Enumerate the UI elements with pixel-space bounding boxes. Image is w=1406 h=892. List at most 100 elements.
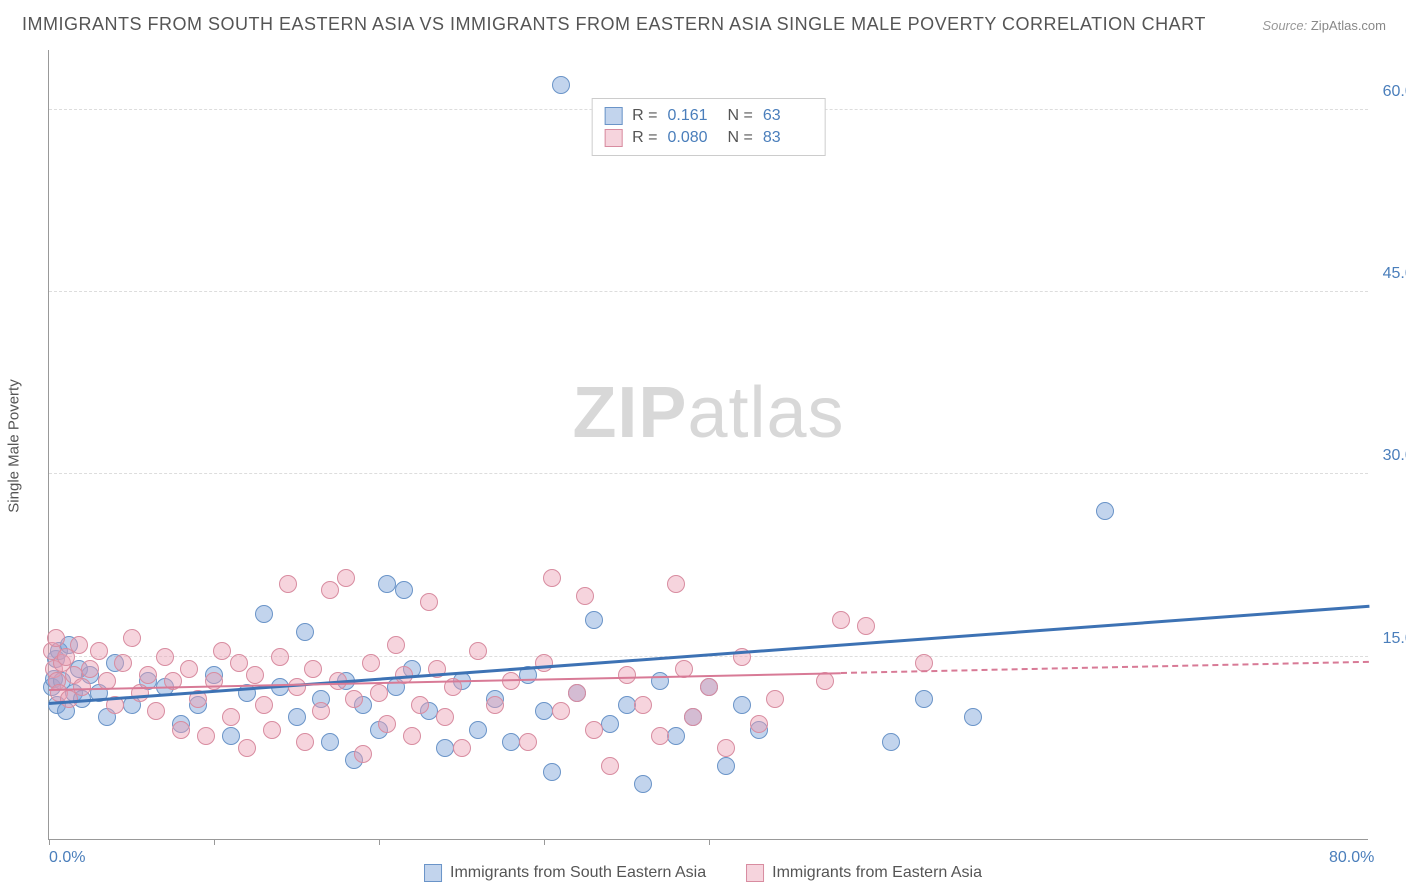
- data-point: [568, 684, 586, 702]
- data-point: [552, 702, 570, 720]
- watermark-light: atlas: [687, 373, 844, 453]
- data-point: [601, 715, 619, 733]
- data-point: [915, 690, 933, 708]
- watermark: ZIPatlas: [572, 372, 844, 454]
- data-point: [576, 587, 594, 605]
- data-point: [263, 721, 281, 739]
- data-point: [378, 715, 396, 733]
- grid-line: [49, 291, 1368, 292]
- data-point: [634, 696, 652, 714]
- legend-item: Immigrants from South Eastern Asia: [424, 864, 706, 882]
- source-value: ZipAtlas.com: [1311, 18, 1386, 33]
- data-point: [469, 721, 487, 739]
- plot-area: ZIPatlas R =0.161N =63R =0.080N =83 15.0…: [48, 50, 1368, 840]
- data-point: [279, 575, 297, 593]
- source-attribution: Source: ZipAtlas.com: [1262, 18, 1386, 33]
- data-point: [180, 660, 198, 678]
- data-point: [486, 696, 504, 714]
- x-tick-label: 80.0%: [1329, 849, 1374, 867]
- data-point: [156, 648, 174, 666]
- data-point: [139, 666, 157, 684]
- data-point: [296, 733, 314, 751]
- data-point: [47, 629, 65, 647]
- data-point: [651, 727, 669, 745]
- n-value: 63: [763, 107, 813, 125]
- data-point: [362, 654, 380, 672]
- data-point: [618, 666, 636, 684]
- data-point: [618, 696, 636, 714]
- n-label: N =: [728, 129, 753, 147]
- source-label: Source:: [1262, 18, 1307, 33]
- legend-stat-row: R =0.161N =63: [604, 105, 813, 127]
- data-point: [543, 763, 561, 781]
- data-point: [651, 672, 669, 690]
- r-value: 0.161: [668, 107, 718, 125]
- data-point: [387, 636, 405, 654]
- data-point: [717, 739, 735, 757]
- data-point: [585, 611, 603, 629]
- legend-swatch: [746, 864, 764, 882]
- data-point: [296, 623, 314, 641]
- data-point: [321, 733, 339, 751]
- data-point: [436, 708, 454, 726]
- grid-line: [49, 473, 1368, 474]
- data-point: [197, 727, 215, 745]
- x-tick-mark: [544, 839, 545, 845]
- data-point: [552, 76, 570, 94]
- n-label: N =: [728, 107, 753, 125]
- x-tick-label: 0.0%: [49, 849, 85, 867]
- data-point: [288, 708, 306, 726]
- data-point: [90, 642, 108, 660]
- data-point: [667, 727, 685, 745]
- data-point: [667, 575, 685, 593]
- data-point: [354, 745, 372, 763]
- x-tick-mark: [214, 839, 215, 845]
- data-point: [345, 690, 363, 708]
- data-point: [585, 721, 603, 739]
- x-tick-mark: [709, 839, 710, 845]
- y-axis-label: Single Male Poverty: [6, 379, 23, 512]
- data-point: [684, 708, 702, 726]
- r-value: 0.080: [668, 129, 718, 147]
- y-tick-label: 60.0%: [1373, 83, 1406, 101]
- data-point: [255, 696, 273, 714]
- data-point: [700, 678, 718, 696]
- data-point: [312, 702, 330, 720]
- chart-title: IMMIGRANTS FROM SOUTH EASTERN ASIA VS IM…: [22, 14, 1206, 35]
- legend-swatch: [424, 864, 442, 882]
- x-tick-mark: [379, 839, 380, 845]
- data-point: [502, 733, 520, 751]
- data-point: [255, 605, 273, 623]
- series-legend: Immigrants from South Eastern AsiaImmigr…: [424, 864, 982, 882]
- y-tick-label: 45.0%: [1373, 265, 1406, 283]
- watermark-bold: ZIP: [572, 373, 687, 453]
- data-point: [1096, 502, 1114, 520]
- data-point: [123, 629, 141, 647]
- x-tick-mark: [49, 839, 50, 845]
- data-point: [246, 666, 264, 684]
- r-label: R =: [632, 129, 657, 147]
- data-point: [378, 575, 396, 593]
- data-point: [915, 654, 933, 672]
- data-point: [230, 654, 248, 672]
- legend-swatch: [604, 129, 622, 147]
- data-point: [213, 642, 231, 660]
- y-tick-label: 30.0%: [1373, 447, 1406, 465]
- data-point: [601, 757, 619, 775]
- data-point: [321, 581, 339, 599]
- legend-label: Immigrants from South Eastern Asia: [450, 864, 706, 882]
- data-point: [766, 690, 784, 708]
- data-point: [453, 739, 471, 757]
- data-point: [271, 648, 289, 666]
- data-point: [403, 727, 421, 745]
- legend-swatch: [604, 107, 622, 125]
- data-point: [304, 660, 322, 678]
- data-point: [857, 617, 875, 635]
- data-point: [395, 581, 413, 599]
- data-point: [172, 721, 190, 739]
- data-point: [370, 684, 388, 702]
- data-point: [832, 611, 850, 629]
- data-point: [882, 733, 900, 751]
- data-point: [238, 739, 256, 757]
- data-point: [543, 569, 561, 587]
